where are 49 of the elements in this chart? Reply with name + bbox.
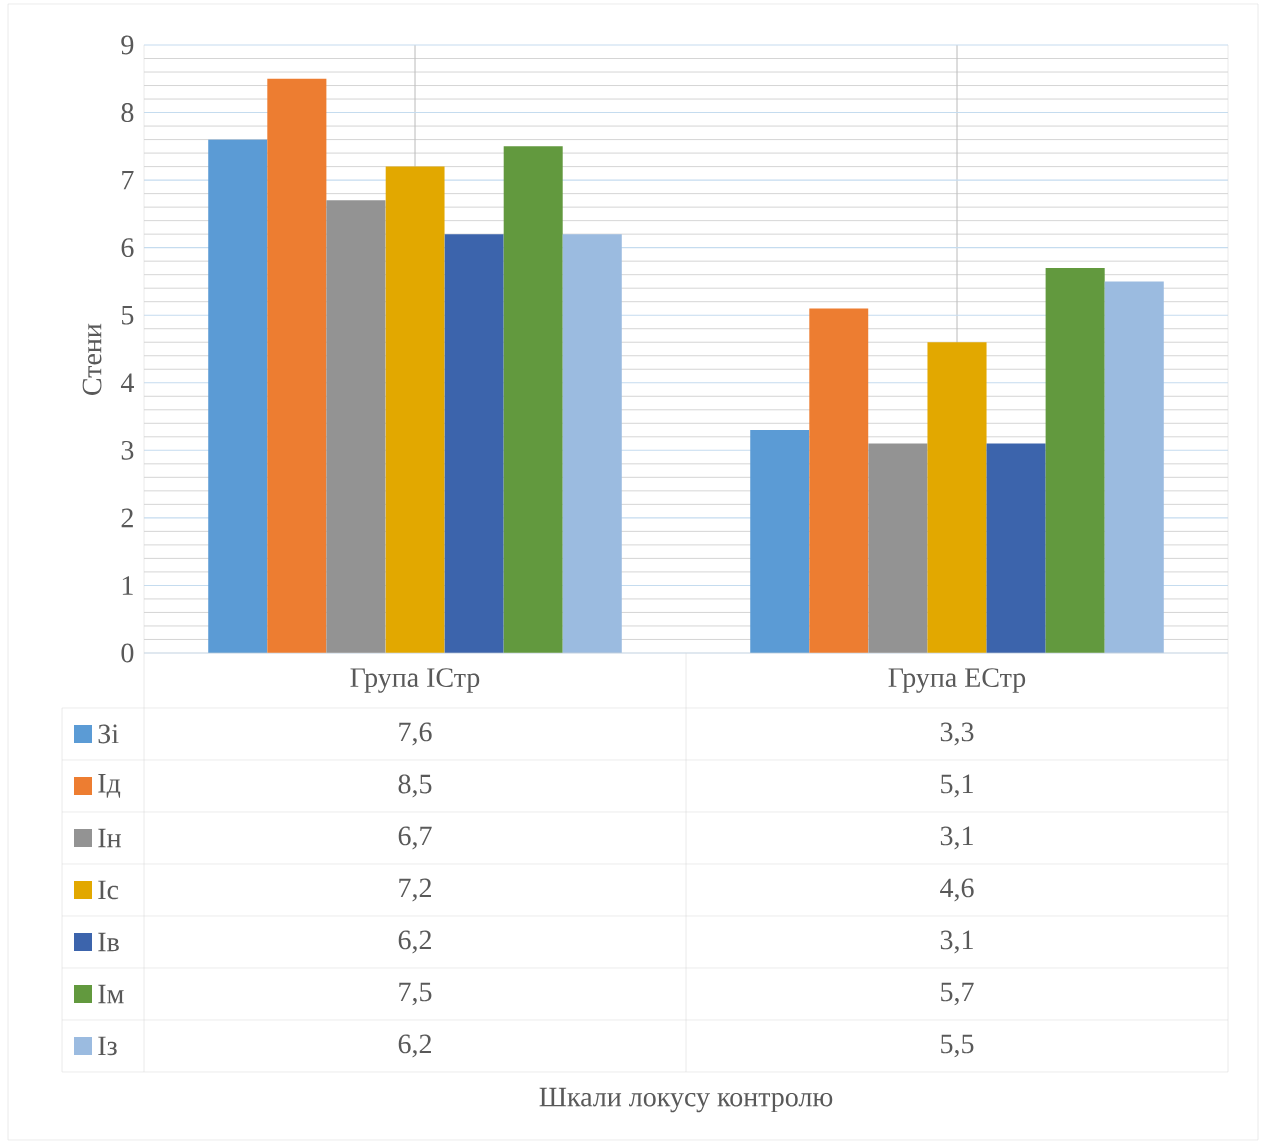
bar <box>326 200 386 653</box>
y-tick-label: 0 <box>121 643 134 663</box>
bar <box>562 234 622 653</box>
bar <box>444 234 504 653</box>
bar <box>208 139 268 653</box>
data-label: 8,5 <box>398 774 432 798</box>
bar <box>750 430 810 653</box>
bar <box>267 78 327 653</box>
data-label: 7,6 <box>399 722 432 746</box>
bar <box>1045 267 1105 653</box>
y-tick-label: 3 <box>121 440 134 460</box>
bar <box>503 146 563 653</box>
x-tick-label: Група ІСтр <box>350 668 480 693</box>
data-label: 7,2 <box>399 878 431 902</box>
data-label: 6,7 <box>398 826 432 850</box>
bar <box>868 443 928 653</box>
y-tick-label: 2 <box>121 508 133 528</box>
data-label: 5,5 <box>941 1034 974 1058</box>
data-label: 7,5 <box>399 982 432 1006</box>
data-label: 4,6 <box>940 878 974 902</box>
legend-label: Іс <box>98 880 119 900</box>
bar <box>927 342 987 653</box>
data-label: 6,2 <box>398 1034 431 1058</box>
legend-label: Ід <box>98 774 121 798</box>
x-tick-label: Група ЕСтр <box>888 668 1026 693</box>
legend-label: Ін <box>98 828 121 848</box>
y-axis-title: Стени <box>82 323 102 395</box>
bar <box>809 308 869 653</box>
y-tick-label: 6 <box>121 238 134 258</box>
data-label: 3,1 <box>940 930 973 954</box>
bar <box>1104 281 1164 653</box>
data-label: 5,7 <box>941 982 974 1006</box>
data-label: 6,2 <box>398 930 431 954</box>
data-label: 3,1 <box>940 826 973 850</box>
y-tick-label: 7 <box>122 170 134 190</box>
legend-label: Ів <box>98 932 119 952</box>
bar <box>385 166 445 653</box>
bar <box>986 443 1046 653</box>
legend-label: Зі <box>98 724 119 744</box>
legend-label: Ім <box>98 984 124 1004</box>
y-tick-label: 1 <box>122 576 133 595</box>
data-label: 3,3 <box>940 722 974 746</box>
y-tick-label: 4 <box>120 373 134 392</box>
data-label: 5,1 <box>941 774 973 798</box>
y-tick-label: 5 <box>122 305 134 325</box>
y-tick-label: 9 <box>121 35 134 55</box>
legend-label: Із <box>98 1036 117 1056</box>
text: Шкали локусу контролю <box>539 1087 833 1113</box>
y-tick-label: 8 <box>121 103 134 122</box>
